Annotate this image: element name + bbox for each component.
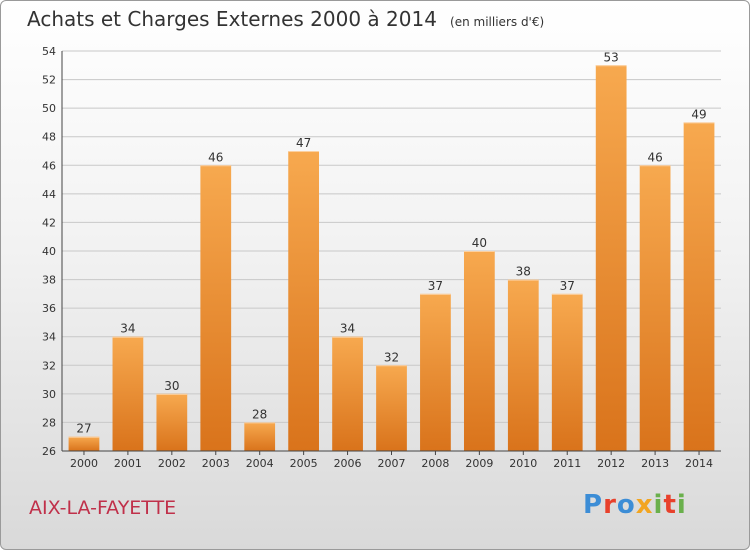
y-tick-label: 42 bbox=[42, 216, 56, 229]
x-tick-label: 2002 bbox=[158, 457, 186, 470]
logo-letter: t bbox=[663, 490, 677, 520]
x-tick-label: 2006 bbox=[334, 457, 362, 470]
data-label: 32 bbox=[384, 350, 399, 364]
x-tick-label: 2012 bbox=[597, 457, 625, 470]
data-label: 37 bbox=[560, 279, 575, 293]
data-label: 40 bbox=[472, 236, 487, 250]
bar-2000 bbox=[68, 436, 100, 451]
data-labels: 27 34 30 46 28 47 34 32 37 40 38 37 53 46 49 bbox=[76, 50, 706, 435]
y-tick-label: 48 bbox=[42, 131, 56, 144]
x-tick-label: 2010 bbox=[509, 457, 537, 470]
bar-2014 bbox=[683, 122, 715, 451]
data-label: 46 bbox=[208, 150, 223, 164]
y-tick-label: 32 bbox=[42, 359, 56, 372]
axes bbox=[61, 51, 721, 452]
bar-2010 bbox=[507, 279, 539, 451]
y-axis-ticks: 26 28 30 32 34 36 38 40 42 44 46 48 50 52 54 bbox=[42, 45, 56, 458]
place-name: AIX-LA-FAYETTE bbox=[29, 497, 177, 519]
data-label: 38 bbox=[516, 265, 531, 279]
chart-title: Achats et Charges Externes 2000 à 2014 bbox=[27, 7, 437, 31]
y-tick-label: 36 bbox=[42, 302, 56, 315]
x-tick-label: 2000 bbox=[70, 457, 98, 470]
x-tick-label: 2008 bbox=[421, 457, 449, 470]
chart-unit: (en milliers d'€) bbox=[450, 15, 545, 29]
bar-2008 bbox=[420, 293, 451, 451]
logo-letter: r bbox=[603, 490, 617, 520]
bar-2007 bbox=[376, 365, 407, 451]
chart-title-block: Achats et Charges Externes 2000 à 2014 (… bbox=[27, 7, 544, 31]
data-label: 47 bbox=[296, 136, 311, 150]
bar-2002 bbox=[156, 393, 188, 451]
data-label: 30 bbox=[164, 379, 179, 393]
logo-letter: o bbox=[616, 490, 636, 520]
bar-2012 bbox=[595, 65, 627, 452]
bar-2011 bbox=[551, 293, 583, 451]
x-tick-label: 2001 bbox=[114, 457, 142, 470]
y-tick-label: 28 bbox=[42, 416, 56, 429]
bar-2013 bbox=[639, 165, 671, 452]
bar-2004 bbox=[244, 422, 276, 451]
y-tick-label: 44 bbox=[42, 188, 56, 201]
bars bbox=[68, 65, 715, 452]
x-axis-ticks: 2000 2001 2002 2003 2004 2005 2006 2007 2008 2009… bbox=[70, 451, 713, 470]
y-tick-label: 38 bbox=[42, 274, 56, 287]
bar-2006 bbox=[332, 336, 363, 451]
y-tick-label: 26 bbox=[42, 445, 56, 458]
x-tick-label: 2009 bbox=[465, 457, 493, 470]
x-tick-label: 2014 bbox=[685, 457, 713, 470]
x-tick-label: 2004 bbox=[246, 457, 274, 470]
logo-letter: P bbox=[583, 490, 604, 520]
x-tick-label: 2007 bbox=[378, 457, 406, 470]
x-tick-label: 2011 bbox=[553, 457, 581, 470]
bar-2009 bbox=[463, 251, 495, 451]
data-label: 34 bbox=[120, 322, 135, 336]
data-label: 28 bbox=[252, 407, 267, 421]
x-tick-label: 2013 bbox=[641, 457, 669, 470]
x-tick-label: 2003 bbox=[202, 457, 230, 470]
logo-letter: x bbox=[635, 490, 654, 520]
logo-letter: i bbox=[653, 490, 664, 520]
y-tick-label: 30 bbox=[42, 388, 56, 401]
data-label: 27 bbox=[76, 422, 91, 436]
y-tick-label: 50 bbox=[42, 102, 56, 115]
bar-2005 bbox=[288, 151, 320, 451]
y-tick-label: 52 bbox=[42, 74, 56, 87]
x-tick-label: 2005 bbox=[290, 457, 318, 470]
y-tick-label: 54 bbox=[42, 45, 56, 58]
data-label: 53 bbox=[604, 50, 619, 64]
data-label: 49 bbox=[691, 107, 706, 121]
y-tick-label: 46 bbox=[42, 159, 56, 172]
bar-2001 bbox=[112, 336, 144, 451]
y-tick-label: 40 bbox=[42, 245, 56, 258]
data-label: 46 bbox=[647, 150, 662, 164]
bar-2003 bbox=[200, 165, 232, 452]
proxiti-logo: Proxiti bbox=[583, 490, 687, 520]
y-tick-label: 34 bbox=[42, 331, 56, 344]
logo-letter: i bbox=[676, 490, 687, 520]
data-label: 34 bbox=[340, 322, 355, 336]
data-label: 37 bbox=[428, 279, 443, 293]
